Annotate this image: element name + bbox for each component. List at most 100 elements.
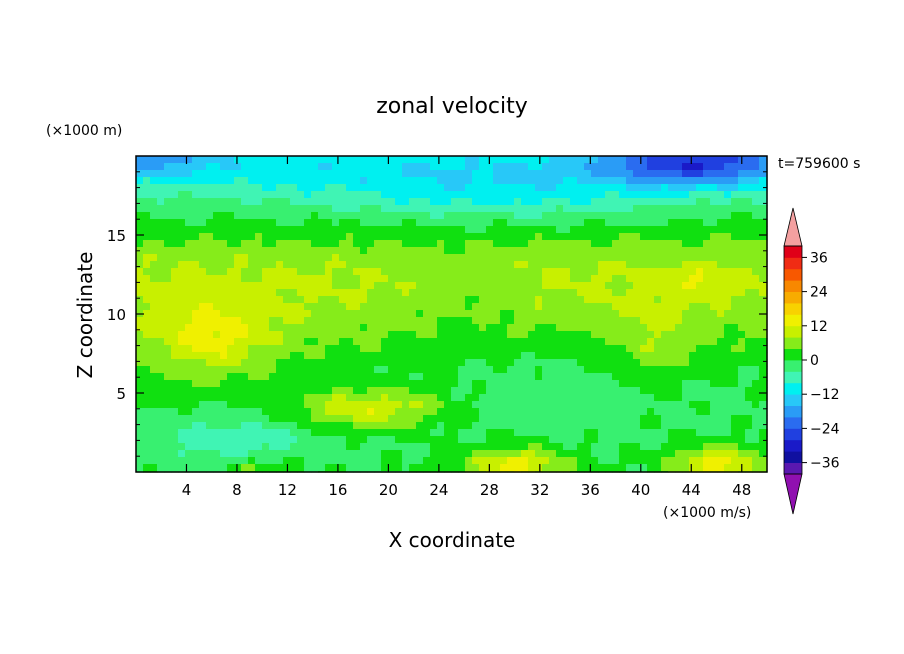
field-cell xyxy=(479,205,487,213)
field-cell xyxy=(346,247,354,255)
field-cell xyxy=(458,275,466,283)
field-cell xyxy=(374,373,382,381)
field-cell xyxy=(626,296,634,304)
field-cell xyxy=(703,338,711,346)
field-cell xyxy=(633,415,641,423)
field-cell xyxy=(661,436,669,444)
field-cell xyxy=(325,408,333,416)
field-cell xyxy=(395,338,403,346)
field-cell xyxy=(199,415,207,423)
field-cell xyxy=(640,303,648,311)
field-cell xyxy=(451,268,459,276)
field-cell xyxy=(325,212,333,220)
field-cell xyxy=(304,422,312,430)
field-cell xyxy=(696,450,704,458)
field-cell xyxy=(493,163,501,171)
field-cell xyxy=(493,296,501,304)
colorbar-tick-label: 12 xyxy=(810,319,828,335)
field-cell xyxy=(486,345,494,353)
field-cell xyxy=(178,345,186,353)
field-cell xyxy=(402,261,410,269)
colorbar-over-triangle xyxy=(783,207,803,247)
field-cell xyxy=(248,212,256,220)
field-cell xyxy=(290,205,298,213)
field-cell xyxy=(395,233,403,241)
field-cell xyxy=(171,254,179,262)
field-cell xyxy=(290,359,298,367)
field-cell xyxy=(500,387,508,395)
field-cell xyxy=(661,170,669,178)
field-cell xyxy=(360,394,368,402)
field-cell xyxy=(276,317,284,325)
field-cell xyxy=(262,205,270,213)
field-cell xyxy=(668,324,676,332)
field-cell xyxy=(318,198,326,206)
y-tick-label: 5 xyxy=(116,385,126,403)
field-cell xyxy=(388,394,396,402)
field-cell xyxy=(381,198,389,206)
field-cell xyxy=(689,338,697,346)
field-cell xyxy=(591,394,599,402)
field-cell xyxy=(332,408,340,416)
field-cell xyxy=(626,184,634,192)
field-cell xyxy=(283,247,291,255)
field-cell xyxy=(591,219,599,227)
field-cell xyxy=(507,429,515,437)
field-cell xyxy=(150,282,158,290)
field-cell xyxy=(549,310,557,318)
field-cell xyxy=(430,352,438,360)
field-cell xyxy=(542,338,550,346)
field-cell xyxy=(710,282,718,290)
field-cell xyxy=(563,226,571,234)
field-cell xyxy=(185,247,193,255)
field-cell xyxy=(213,366,221,374)
field-cell xyxy=(682,429,690,437)
field-cell xyxy=(192,415,200,423)
field-cell xyxy=(255,401,263,409)
field-cell xyxy=(535,226,543,234)
field-cell xyxy=(150,240,158,248)
field-cell xyxy=(682,422,690,430)
field-cell xyxy=(689,282,697,290)
field-cell xyxy=(430,184,438,192)
field-cell xyxy=(290,198,298,206)
field-cell xyxy=(206,275,214,283)
field-cell xyxy=(430,219,438,227)
field-cell xyxy=(696,352,704,360)
field-cell xyxy=(668,184,676,192)
field-cell xyxy=(647,324,655,332)
field-cell xyxy=(290,303,298,311)
field-cell xyxy=(381,233,389,241)
field-cell xyxy=(227,205,235,213)
field-cell xyxy=(703,352,711,360)
field-cell xyxy=(374,282,382,290)
field-cell xyxy=(206,345,214,353)
field-cell xyxy=(458,226,466,234)
field-cell xyxy=(542,429,550,437)
field-cell xyxy=(388,380,396,388)
field-cell xyxy=(353,380,361,388)
field-cell xyxy=(451,184,459,192)
field-cell xyxy=(199,212,207,220)
field-cell xyxy=(675,317,683,325)
field-cell xyxy=(311,212,319,220)
field-cell xyxy=(381,261,389,269)
field-cell xyxy=(325,345,333,353)
field-cell xyxy=(563,163,571,171)
field-cell xyxy=(374,191,382,199)
field-cell xyxy=(549,464,557,472)
field-cell xyxy=(612,352,620,360)
field-cell xyxy=(437,254,445,262)
field-cell xyxy=(710,170,718,178)
field-cell xyxy=(185,163,193,171)
field-cell xyxy=(423,240,431,248)
field-cell xyxy=(675,366,683,374)
field-cell xyxy=(717,198,725,206)
field-cell xyxy=(472,282,480,290)
field-cell xyxy=(577,177,585,185)
field-cell xyxy=(269,205,277,213)
field-cell xyxy=(486,331,494,339)
field-cell xyxy=(318,226,326,234)
field-cell xyxy=(416,387,424,395)
field-cell xyxy=(339,464,347,472)
